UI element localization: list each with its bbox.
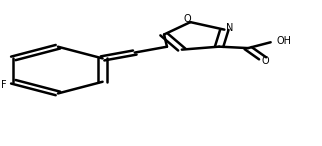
Text: OH: OH xyxy=(276,36,291,46)
Text: O: O xyxy=(183,14,191,24)
Text: N: N xyxy=(225,23,233,33)
Text: O: O xyxy=(262,56,270,66)
Text: F: F xyxy=(1,80,6,90)
